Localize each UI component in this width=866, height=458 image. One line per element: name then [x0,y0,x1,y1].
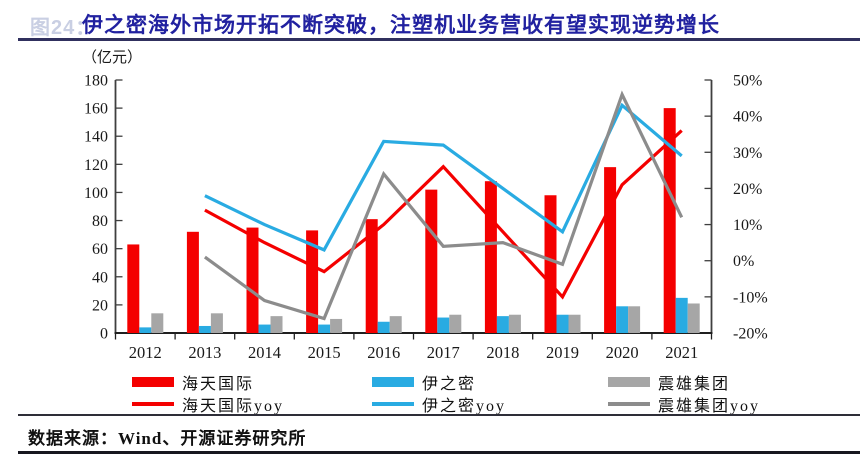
chenhsong-yoy-line [203,90,684,321]
haitian-bar [425,189,438,333]
legend-label: 伊之密 [422,376,477,393]
svg-text:20%: 20% [733,181,762,198]
yizumi-bar [377,321,390,333]
legend-item-yizumi-bar: 伊之密 [372,374,476,393]
legend-label: 海天国际yoy [182,398,285,415]
chenhsong-bar [389,316,402,333]
right-axis: -20% -10% 0% 10% 20% 30% 40% 50% [704,73,768,343]
x-tick-label: 2014 [248,343,281,362]
svg-text:-10%: -10% [733,289,768,306]
svg-text:0: 0 [100,326,108,343]
x-tick-label: 2020 [606,343,639,362]
x-tick-label: 2021 [665,343,698,362]
yizumi-bar [198,325,211,333]
haitian-bar [246,227,259,333]
yizumi-yoy-line-swatch-icon [372,402,414,406]
legend-label: 震雄集团 [658,376,731,393]
figure-number-label: 图24： [30,17,97,39]
x-tick-label: 2019 [546,343,579,362]
svg-text:180: 180 [84,73,108,90]
svg-text:100: 100 [84,185,108,202]
title-underline [18,38,860,41]
haitian-bar [544,195,557,333]
legend-item-chenhsong-yoy-line: 震雄集团yoy [608,396,760,415]
haitian-yoy-line [204,129,683,300]
svg-text:-20%: -20% [733,326,768,343]
chenhsong-bar-swatch-icon [608,377,650,387]
chenhsong-bar [151,313,164,333]
haitian-bar [186,231,199,333]
haitian-bar [365,219,378,333]
x-tick-label: 2012 [129,343,162,362]
haitian-bar-swatch-icon [132,377,174,387]
x-tick-label: 2013 [188,343,221,362]
chenhsong-bar [628,306,641,333]
legend-item-haitian-bar: 海天国际 [132,374,254,393]
haitian-bar [604,167,617,333]
chenhsong-bar [270,316,283,333]
svg-text:80: 80 [92,213,108,230]
combo-chart-svg: （亿元） 0 20 40 60 80 100 120 140 160 180 -20% -10% 0% 10… [82,49,768,362]
chenhsong-bar [330,318,343,333]
svg-text:20: 20 [92,297,108,314]
haitian-bar [127,244,140,333]
haitian-yoy-line-swatch-icon [132,402,174,406]
chart-title: 伊之密海外市场开拓不断突破，注塑机业务营收有望实现逆势增长 [82,14,720,37]
svg-text:120: 120 [84,157,108,174]
left-axis-unit: （亿元） [82,49,142,66]
yizumi-bar [437,317,450,333]
legend-bottom-rule [18,414,860,416]
legend-item-chenhsong-bar: 震雄集团 [608,374,730,393]
yizumi-bar [616,306,629,333]
haitian-bar [484,181,497,333]
chenhsong-bar [449,314,462,333]
haitian-bar [306,230,319,333]
legend-label: 震雄集团yoy [658,398,761,415]
legend-label: 伊之密yoy [422,398,507,415]
chenhsong-bar [508,314,521,333]
yizumi-bar [496,316,509,333]
x-tick-label: 2016 [367,343,400,362]
chenhsong-bar [687,303,700,333]
x-tick-label: 2018 [486,343,519,362]
svg-text:30%: 30% [733,145,762,162]
chenhsong-bar [210,313,223,333]
svg-text:140: 140 [84,129,108,146]
svg-text:0%: 0% [733,253,754,270]
x-tick-label: 2017 [427,343,460,362]
svg-text:10%: 10% [733,217,762,234]
yizumi-bar [258,324,271,333]
chenhsong-yoy-line-swatch-icon [608,402,650,406]
svg-text:40: 40 [92,269,108,286]
bar-series-haitian [127,108,676,333]
svg-text:160: 160 [84,101,108,118]
yizumi-bar [139,327,152,333]
svg-text:50%: 50% [733,73,762,90]
figure-bottom-rule [18,451,860,454]
left-axis: 0 20 40 60 80 100 120 140 160 180 [84,73,123,343]
chenhsong-bar [568,314,581,333]
yizumi-bar [675,297,688,333]
bar-series-yizumi [139,297,688,333]
yizumi-bar-swatch-icon [372,377,414,387]
data-source-note: 数据来源：Wind、开源证券研究所 [28,429,307,448]
svg-text:40%: 40% [733,109,762,126]
legend-label: 海天国际 [182,376,255,393]
bar-series-chenhsong [151,303,700,333]
yizumi-bar [318,324,331,333]
haitian-bar [663,108,676,333]
yizumi-bar [556,314,569,333]
x-axis: 2012 2013 2014 2015 2016 2017 2018 2019 2020 2021 [114,334,713,362]
x-tick-label: 2015 [308,343,341,362]
legend-item-haitian-yoy-line: 海天国际yoy [132,396,284,415]
svg-text:60: 60 [92,241,108,258]
legend-item-yizumi-yoy-line: 伊之密yoy [372,396,506,415]
